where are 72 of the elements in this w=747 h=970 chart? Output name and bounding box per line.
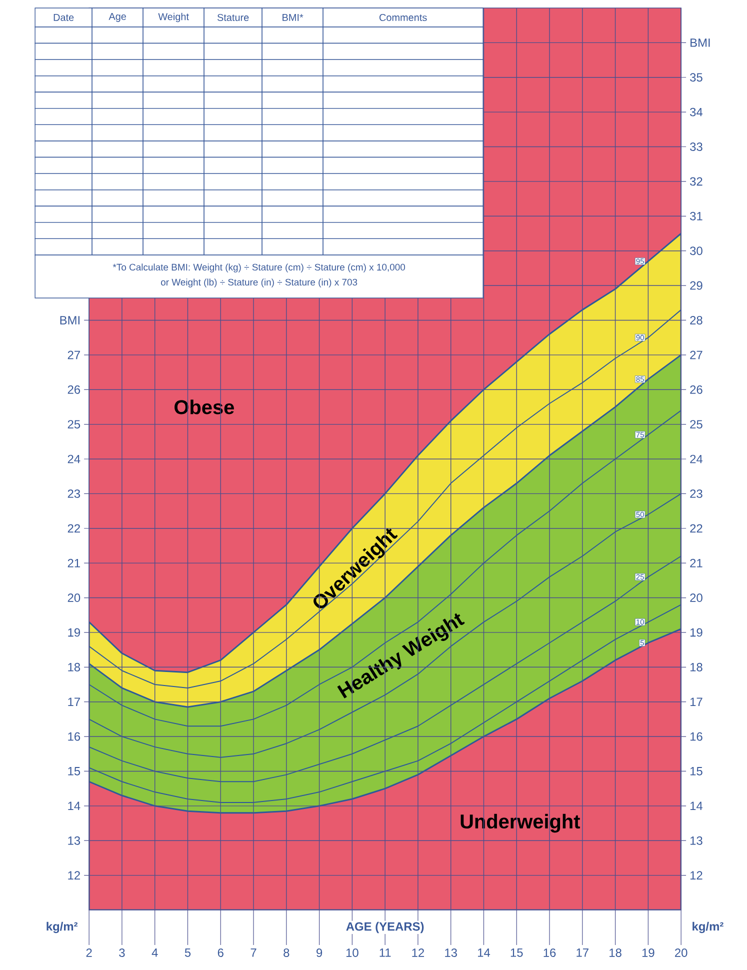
x-tick-label: 8 bbox=[284, 948, 290, 957]
y2-tick-label: 15 bbox=[690, 767, 702, 776]
y2-tick-label: 33 bbox=[690, 142, 702, 151]
y2-tick-label: 23 bbox=[690, 489, 702, 498]
annotation: *To Calculate BMI: Weight (kg) ÷ Stature (cm) ÷ Stature (cm) x 10,000 bbox=[112, 264, 405, 272]
y2-axis-title: kg/m² bbox=[692, 922, 724, 934]
annotation: Comments bbox=[379, 14, 427, 22]
y-tick-label: 13 bbox=[68, 836, 80, 845]
x-tick-label: 20 bbox=[674, 948, 688, 957]
y2-tick-label: 34 bbox=[690, 108, 702, 116]
annotation: Age bbox=[108, 13, 126, 22]
x-tick-label: 19 bbox=[642, 948, 654, 957]
y-tick-label: 21 bbox=[68, 558, 80, 568]
annotation: Stature bbox=[217, 14, 249, 22]
y2-tick-label: 19 bbox=[690, 628, 702, 637]
x-tick-label: 6 bbox=[218, 948, 224, 957]
y-tick-label: 14 bbox=[68, 802, 80, 810]
x-tick-label: 2 bbox=[86, 948, 92, 957]
y2-tick-label: 16 bbox=[690, 732, 702, 741]
y-tick-label: 17 bbox=[68, 698, 80, 706]
y2-tick-label: 13 bbox=[690, 836, 702, 845]
y-tick-label: 16 bbox=[68, 732, 80, 741]
y2-tick-label: 25 bbox=[690, 420, 702, 429]
y-tick-label: 18 bbox=[68, 662, 80, 672]
x-tick-label: 7 bbox=[250, 948, 256, 957]
y2-tick-label: 32 bbox=[690, 177, 702, 186]
annotation: or Weight (lb) ÷ Stature (in) ÷ Stature (in) x 703 bbox=[160, 278, 358, 288]
y-tick-label: 23 bbox=[68, 489, 80, 498]
y2-tick-label: 29 bbox=[690, 281, 702, 290]
x-tick-label: 15 bbox=[510, 948, 523, 957]
annotation: Weight bbox=[158, 12, 189, 22]
y2-tick-label: 28 bbox=[690, 316, 702, 324]
annotation: BMI* bbox=[282, 14, 304, 21]
x-tick-label: 14 bbox=[478, 948, 490, 957]
y2-tick-label: 20 bbox=[690, 594, 702, 602]
y-tick-label: 22 bbox=[68, 524, 80, 533]
y-tick-label: 25 bbox=[68, 420, 80, 429]
y2-tick-label: 22 bbox=[690, 524, 702, 533]
y2-tick-label: 31 bbox=[690, 212, 702, 220]
y2-tick-label: 14 bbox=[690, 802, 702, 810]
y2-tick-label: 27 bbox=[690, 350, 702, 360]
y-axis-title: kg/m² bbox=[46, 922, 78, 934]
x-tick-label: 5 bbox=[184, 948, 191, 957]
x-tick-label: 16 bbox=[544, 948, 556, 957]
y2-tick-label: 30 bbox=[690, 246, 702, 256]
y-tick-label: 15 bbox=[68, 767, 80, 776]
y2-tick-label: BMI bbox=[690, 38, 710, 47]
x-tick-label: 17 bbox=[576, 948, 588, 957]
y-tick-label: 26 bbox=[68, 385, 80, 394]
y-tick-label: 24 bbox=[68, 454, 80, 464]
y-tick-label: 27 bbox=[68, 350, 80, 360]
x-tick-label: 4 bbox=[152, 948, 158, 957]
x-tick-label: 12 bbox=[412, 948, 424, 957]
x-tick-label: 9 bbox=[316, 948, 322, 957]
x-tick-label: 13 bbox=[445, 948, 457, 957]
y-tick-label: 12 bbox=[68, 871, 80, 880]
y2-tick-label: 26 bbox=[690, 385, 702, 394]
x-tick-label: 3 bbox=[119, 948, 125, 957]
x-tick-label: 18 bbox=[610, 948, 622, 957]
x-tick-label: 11 bbox=[380, 948, 391, 957]
y2-tick-label: 21 bbox=[690, 558, 702, 568]
y2-tick-label: 12 bbox=[690, 871, 702, 880]
x-axis-title: AGE (YEARS) bbox=[346, 922, 424, 934]
y2-tick-label: 18 bbox=[690, 662, 702, 672]
y-tick-label: 20 bbox=[68, 594, 80, 602]
y2-tick-label: 35 bbox=[690, 73, 702, 82]
text: Date bbox=[54, 14, 74, 21]
x-tick-label: 10 bbox=[346, 948, 358, 957]
y2-tick-label: 24 bbox=[690, 454, 702, 464]
y-tick-label: BMI bbox=[60, 316, 80, 324]
y-tick-label: 19 bbox=[68, 628, 80, 637]
y2-tick-label: 17 bbox=[690, 698, 702, 706]
